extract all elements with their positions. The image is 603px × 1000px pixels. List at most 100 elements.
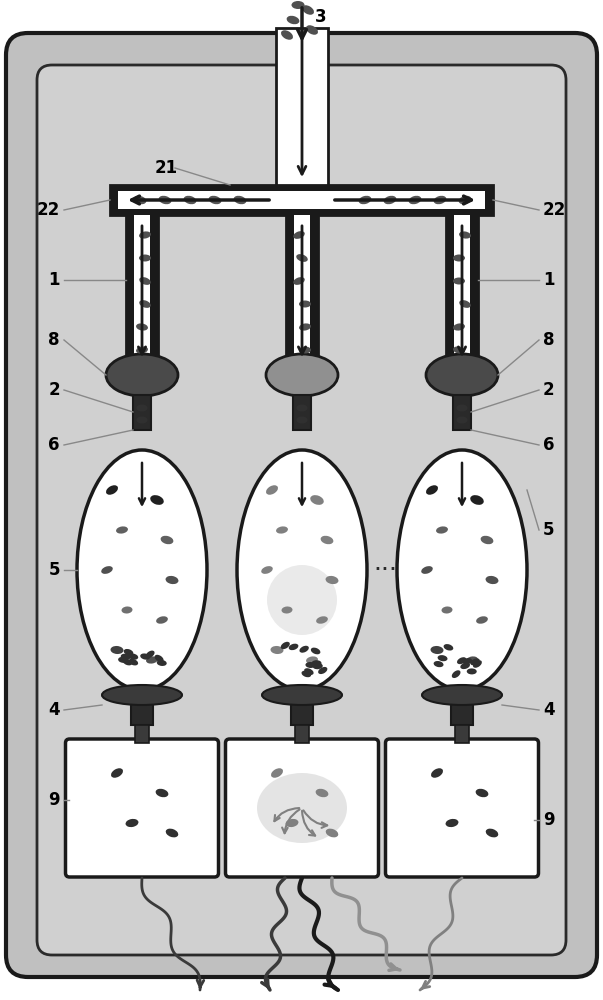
Ellipse shape <box>438 655 447 661</box>
Ellipse shape <box>311 648 320 654</box>
Ellipse shape <box>297 416 308 424</box>
Ellipse shape <box>289 644 298 650</box>
Text: 8: 8 <box>543 331 555 349</box>
Ellipse shape <box>233 196 247 204</box>
Text: 6: 6 <box>543 436 555 454</box>
Text: 5: 5 <box>48 561 60 579</box>
Ellipse shape <box>184 196 197 204</box>
Bar <box>446 215 478 365</box>
Ellipse shape <box>426 485 438 495</box>
Ellipse shape <box>384 196 396 204</box>
Ellipse shape <box>397 450 527 690</box>
Ellipse shape <box>299 300 311 308</box>
Ellipse shape <box>262 685 342 705</box>
Ellipse shape <box>470 495 484 505</box>
Text: 6: 6 <box>48 436 60 454</box>
Text: 4: 4 <box>543 701 555 719</box>
Ellipse shape <box>139 300 151 308</box>
Ellipse shape <box>160 536 174 544</box>
Ellipse shape <box>140 653 150 660</box>
Ellipse shape <box>139 231 151 239</box>
Ellipse shape <box>315 789 329 797</box>
Ellipse shape <box>257 773 347 843</box>
Ellipse shape <box>146 651 154 658</box>
Ellipse shape <box>486 829 498 837</box>
Ellipse shape <box>441 606 452 614</box>
Bar <box>118 191 485 209</box>
Ellipse shape <box>166 576 178 584</box>
Bar <box>295 725 309 743</box>
Ellipse shape <box>136 323 148 331</box>
Text: 22: 22 <box>37 201 60 219</box>
Ellipse shape <box>116 526 128 534</box>
Ellipse shape <box>456 416 467 424</box>
FancyBboxPatch shape <box>66 739 218 877</box>
Bar <box>451 695 473 725</box>
Text: 9: 9 <box>543 811 555 829</box>
Ellipse shape <box>453 346 465 354</box>
Ellipse shape <box>139 277 151 285</box>
Ellipse shape <box>481 536 493 544</box>
Text: 5: 5 <box>543 521 555 539</box>
Ellipse shape <box>106 485 118 495</box>
Ellipse shape <box>466 656 478 664</box>
Ellipse shape <box>261 566 273 574</box>
Ellipse shape <box>456 404 467 412</box>
Text: 22: 22 <box>543 201 566 219</box>
Bar <box>293 395 311 430</box>
Text: 2: 2 <box>543 381 555 399</box>
Ellipse shape <box>266 354 338 396</box>
Text: 1: 1 <box>48 271 60 289</box>
Ellipse shape <box>321 536 333 544</box>
Ellipse shape <box>459 231 471 239</box>
Ellipse shape <box>467 668 477 674</box>
Ellipse shape <box>136 404 148 412</box>
Ellipse shape <box>136 416 148 424</box>
Ellipse shape <box>473 660 482 668</box>
Ellipse shape <box>453 323 465 331</box>
Ellipse shape <box>166 829 178 837</box>
Bar <box>455 725 469 743</box>
Ellipse shape <box>434 196 446 204</box>
Ellipse shape <box>422 685 502 705</box>
Ellipse shape <box>299 347 311 354</box>
Ellipse shape <box>485 576 499 584</box>
Ellipse shape <box>237 450 367 690</box>
Ellipse shape <box>431 768 443 778</box>
Bar <box>453 395 471 430</box>
Text: 9: 9 <box>48 791 60 809</box>
Ellipse shape <box>326 576 338 584</box>
Ellipse shape <box>431 646 443 654</box>
Ellipse shape <box>444 644 453 651</box>
Bar <box>276 28 328 185</box>
Ellipse shape <box>302 5 314 15</box>
Ellipse shape <box>459 196 472 204</box>
Ellipse shape <box>459 300 471 308</box>
Bar <box>286 215 318 365</box>
Ellipse shape <box>154 655 163 662</box>
Bar <box>133 395 151 430</box>
Text: 1: 1 <box>543 271 555 289</box>
Ellipse shape <box>102 685 182 705</box>
Bar <box>134 215 150 365</box>
Ellipse shape <box>106 354 178 396</box>
FancyBboxPatch shape <box>6 33 597 977</box>
Ellipse shape <box>476 616 488 624</box>
Ellipse shape <box>306 25 318 35</box>
Ellipse shape <box>300 646 309 653</box>
Text: 21: 21 <box>155 159 178 177</box>
Ellipse shape <box>77 450 207 690</box>
Text: ···: ··· <box>373 558 397 582</box>
Ellipse shape <box>121 654 131 660</box>
Ellipse shape <box>286 16 299 24</box>
Ellipse shape <box>128 659 138 665</box>
Ellipse shape <box>266 485 278 495</box>
Ellipse shape <box>453 254 465 261</box>
Ellipse shape <box>286 819 298 827</box>
Bar <box>135 725 149 743</box>
Bar <box>454 215 470 365</box>
Text: 8: 8 <box>48 331 60 349</box>
Text: 3: 3 <box>315 8 327 26</box>
Ellipse shape <box>125 819 139 827</box>
Ellipse shape <box>122 606 133 614</box>
